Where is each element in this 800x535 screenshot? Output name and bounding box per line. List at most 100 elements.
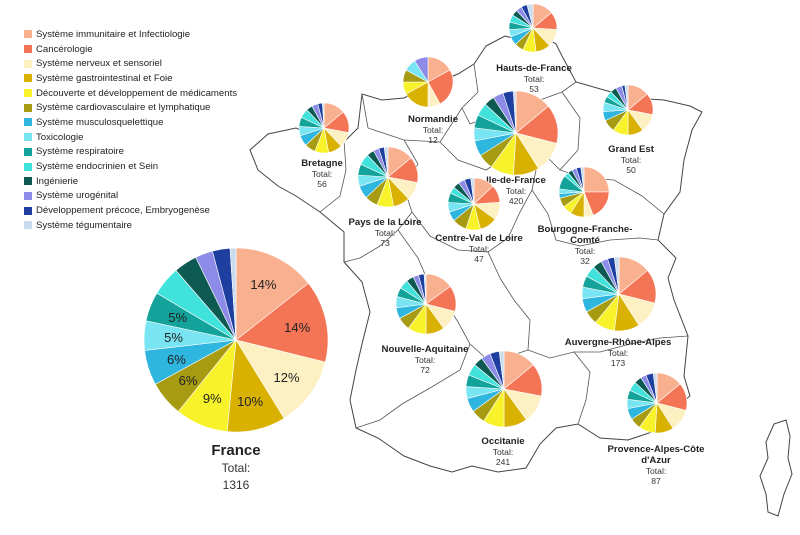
slice-percent-label: 14% <box>250 277 276 292</box>
legend-label: Système tégumentaire <box>36 219 132 231</box>
region-total-label: Total: <box>469 244 490 254</box>
legend-label: Système musculosquelettique <box>36 116 164 128</box>
region-total-label: Total: <box>423 125 444 135</box>
region-name: Hauts-de-France <box>496 63 572 74</box>
slice-percent-label: 10% <box>237 394 263 409</box>
region-name: Nouvelle-Aquitaine <box>382 344 469 355</box>
legend-item: Système musculosquelettique <box>24 115 237 130</box>
legend-item: Toxicologie <box>24 130 237 145</box>
legend-label: Système cardiovasculaire et lymphatique <box>36 102 211 114</box>
region-total-label: Total: <box>493 447 514 457</box>
national-pie-slice <box>229 247 237 341</box>
legend-swatch <box>24 133 32 142</box>
border-ara <box>487 251 689 359</box>
region-total-label: Total: <box>608 348 629 358</box>
region-pie-slice <box>427 69 454 105</box>
legend: Système immunitaire et Infectiologie Canc… <box>24 27 237 233</box>
region-pie-slice <box>423 273 427 305</box>
legend-item: Ingénierie <box>24 174 237 189</box>
legend-label: Système gastrointestinal et Foie <box>36 72 173 84</box>
national-total-label: Total: <box>222 461 251 475</box>
region-total-label: Total: <box>575 246 596 256</box>
national-pie-slice <box>235 282 329 363</box>
legend-item: Système gastrointestinal et Foie <box>24 71 237 86</box>
region-name: Centre-Val de Loire <box>435 233 522 244</box>
slice-percent-label: 6% <box>179 373 198 388</box>
legend-label: Système endocrinien et Sein <box>36 161 159 173</box>
region-name: Pays de la Loire <box>348 217 421 228</box>
legend-item: Découverte et développement de médicamen… <box>24 86 237 101</box>
region-total-value: 50 <box>626 165 636 175</box>
region-total-value: 72 <box>420 365 430 375</box>
region-total-value: 73 <box>380 238 390 248</box>
region-name: Bretagne <box>301 158 343 169</box>
legend-item: Système urogénital <box>24 189 237 204</box>
region-total-value: 47 <box>474 254 484 264</box>
legend-item: Système respiratoire <box>24 145 237 160</box>
slice-percent-label: 5% <box>168 310 187 325</box>
region-total-value: 12 <box>428 135 438 145</box>
region-total-label: Total: <box>524 74 545 84</box>
region-pie-slice <box>498 350 505 390</box>
region-pie-slice <box>383 146 389 178</box>
region-pie-slice <box>414 56 429 84</box>
legend-swatch <box>24 45 32 54</box>
slice-percent-label: 5% <box>164 330 183 345</box>
region-total-label: Total: <box>375 228 396 238</box>
legend-label: Système nerveux et sensoriel <box>36 58 162 70</box>
legend-swatch <box>24 118 32 127</box>
region-total-label: Total: <box>415 355 436 365</box>
region-name: Grand Est <box>608 144 655 155</box>
region-total-value: 32 <box>580 256 590 266</box>
slice-percent-label: 14% <box>284 320 310 335</box>
slice-percent-label: 12% <box>273 370 299 385</box>
region-pie-slice <box>652 372 658 404</box>
region-total-value: 420 <box>509 196 524 206</box>
region-name: Auvergne-Rhône-Alpes <box>565 337 672 348</box>
legend-swatch <box>24 30 32 39</box>
region-total-value: 53 <box>529 84 539 94</box>
legend-swatch <box>24 221 32 230</box>
slice-percent-label: 9% <box>203 391 222 406</box>
legend-label: Ingénierie <box>36 175 79 187</box>
legend-item: Cancérologie <box>24 42 237 57</box>
region-total-label: Total: <box>646 466 667 476</box>
border-bretagne <box>319 139 347 213</box>
legend-label: Découverte et développement de médicamen… <box>36 87 238 99</box>
region-pie-slice <box>322 102 325 129</box>
border-cvl-south <box>411 149 541 253</box>
national-pie-slice <box>235 247 309 341</box>
region-total-label: Total: <box>312 169 333 179</box>
corsica-outline <box>759 419 793 517</box>
region-total-value: 241 <box>496 457 511 467</box>
legend-label: Système immunitaire et Infectiologie <box>36 28 191 40</box>
region-name: Occitanie <box>481 436 524 447</box>
national-name: France <box>211 442 260 459</box>
legend-item: Système nerveux et sensoriel <box>24 56 237 71</box>
region-pie-slice <box>580 166 585 193</box>
legend-label: Toxicologie <box>36 131 84 143</box>
legend-swatch <box>24 206 32 215</box>
region-pie-slice <box>526 3 534 29</box>
legend-swatch <box>24 177 32 186</box>
region-name: Bourgogne-Franche-Comté <box>538 224 633 246</box>
border-occ-paca <box>573 351 591 425</box>
slice-percent-label: 6% <box>167 352 186 367</box>
region-pie-slice <box>614 256 620 295</box>
legend-item: Développement précoce, Embryogenèse <box>24 203 237 218</box>
legend-item: Système immunitaire et Infectiologie <box>24 27 237 42</box>
legend-swatch <box>24 147 32 156</box>
region-name: Provence-Alpes-Côte d'Azur <box>607 444 704 466</box>
region-total-value: 87 <box>651 476 661 486</box>
legend-label: Cancérologie <box>36 43 93 55</box>
region-total-value: 56 <box>317 179 327 189</box>
region-total-value: 173 <box>611 358 626 368</box>
legend-item: Système tégumentaire <box>24 218 237 233</box>
legend-item: Système endocrinien et Sein <box>24 159 237 174</box>
legend-label: Développement précoce, Embryogenèse <box>36 205 210 217</box>
legend-swatch <box>24 59 32 68</box>
national-total-value: 1316 <box>223 478 250 492</box>
legend-label: Système urogénital <box>36 190 119 202</box>
region-name: Ile-de-France <box>486 175 546 186</box>
